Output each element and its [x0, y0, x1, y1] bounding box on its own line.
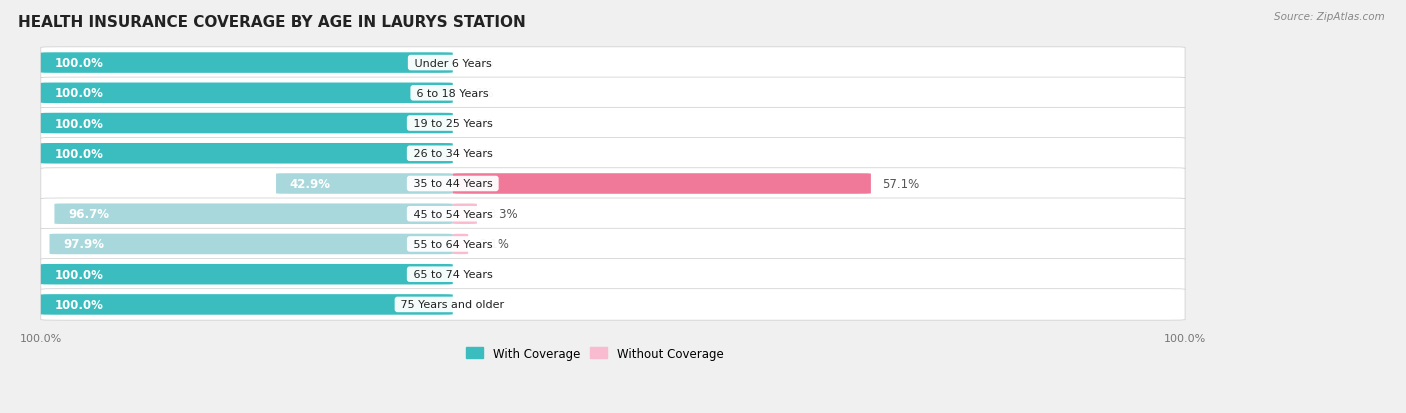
Text: 65 to 74 Years: 65 to 74 Years	[409, 270, 496, 280]
Text: 35 to 44 Years: 35 to 44 Years	[409, 179, 496, 189]
FancyBboxPatch shape	[453, 204, 477, 225]
FancyBboxPatch shape	[276, 174, 453, 194]
FancyBboxPatch shape	[41, 199, 1185, 230]
FancyBboxPatch shape	[41, 48, 1185, 79]
Text: 6 to 18 Years: 6 to 18 Years	[413, 88, 492, 99]
Text: 2.1%: 2.1%	[479, 238, 509, 251]
Text: 0.0%: 0.0%	[464, 268, 494, 281]
FancyBboxPatch shape	[41, 264, 453, 285]
Text: 19 to 25 Years: 19 to 25 Years	[409, 119, 496, 129]
Text: 100.0%: 100.0%	[55, 57, 104, 70]
Text: 3.3%: 3.3%	[488, 208, 517, 221]
Text: 0.0%: 0.0%	[464, 57, 494, 70]
Text: 100.0%: 100.0%	[55, 298, 104, 311]
FancyBboxPatch shape	[55, 204, 453, 225]
FancyBboxPatch shape	[41, 138, 1185, 170]
Text: Under 6 Years: Under 6 Years	[411, 58, 495, 69]
FancyBboxPatch shape	[41, 144, 453, 164]
Text: 100.0%: 100.0%	[55, 87, 104, 100]
FancyBboxPatch shape	[41, 294, 453, 315]
FancyBboxPatch shape	[453, 234, 468, 255]
FancyBboxPatch shape	[41, 108, 1185, 140]
Text: 57.1%: 57.1%	[883, 178, 920, 190]
FancyBboxPatch shape	[41, 169, 1185, 200]
FancyBboxPatch shape	[41, 229, 1185, 260]
Text: 96.7%: 96.7%	[67, 208, 110, 221]
Text: 0.0%: 0.0%	[464, 117, 494, 130]
Text: 0.0%: 0.0%	[464, 298, 494, 311]
FancyBboxPatch shape	[41, 259, 1185, 290]
Text: 75 Years and older: 75 Years and older	[398, 300, 508, 310]
FancyBboxPatch shape	[41, 53, 453, 74]
FancyBboxPatch shape	[41, 289, 1185, 320]
Text: 100.0%: 100.0%	[55, 117, 104, 130]
FancyBboxPatch shape	[453, 174, 870, 194]
Text: 55 to 64 Years: 55 to 64 Years	[409, 240, 496, 249]
Legend: With Coverage, Without Coverage: With Coverage, Without Coverage	[461, 342, 728, 364]
Text: 26 to 34 Years: 26 to 34 Years	[409, 149, 496, 159]
Text: 97.9%: 97.9%	[63, 238, 104, 251]
Text: 100.0%: 100.0%	[55, 147, 104, 160]
FancyBboxPatch shape	[41, 78, 1185, 109]
Text: 0.0%: 0.0%	[464, 147, 494, 160]
Text: HEALTH INSURANCE COVERAGE BY AGE IN LAURYS STATION: HEALTH INSURANCE COVERAGE BY AGE IN LAUR…	[18, 15, 526, 30]
FancyBboxPatch shape	[41, 83, 453, 104]
Text: 0.0%: 0.0%	[464, 87, 494, 100]
Text: 42.9%: 42.9%	[290, 178, 330, 190]
FancyBboxPatch shape	[49, 234, 453, 255]
Text: Source: ZipAtlas.com: Source: ZipAtlas.com	[1274, 12, 1385, 22]
Text: 100.0%: 100.0%	[55, 268, 104, 281]
Text: 45 to 54 Years: 45 to 54 Years	[409, 209, 496, 219]
FancyBboxPatch shape	[41, 114, 453, 134]
